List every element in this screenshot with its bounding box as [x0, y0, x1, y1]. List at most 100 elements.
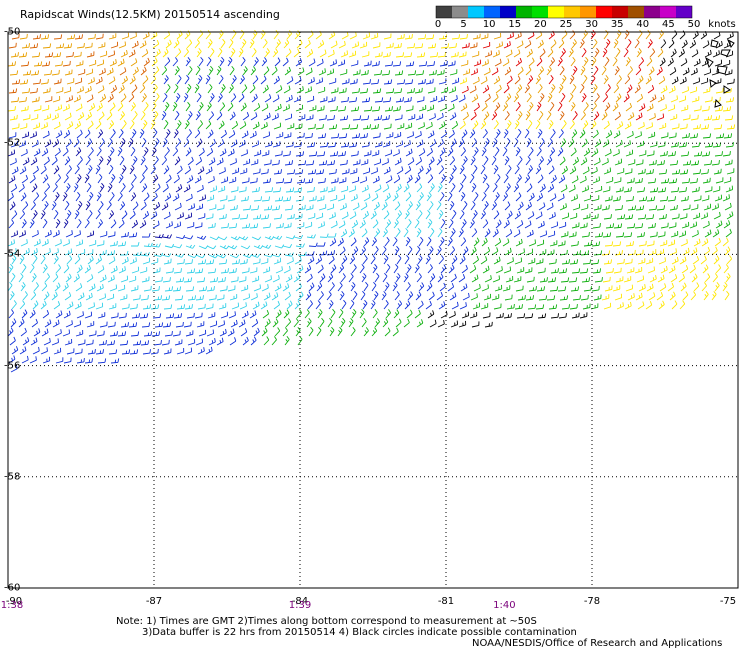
wind-barb [95, 349, 104, 355]
wind-barb [293, 318, 299, 328]
wind-barb [66, 348, 75, 355]
wind-barb [382, 141, 391, 148]
wind-barb [197, 74, 203, 85]
wind-barb [307, 123, 316, 130]
wind-barb [373, 70, 382, 76]
wind-barb [605, 84, 611, 94]
wind-barb [515, 146, 521, 157]
wind-barb [613, 267, 622, 274]
wind-barb [539, 183, 546, 193]
wind-barb [184, 212, 193, 220]
wind-barb [152, 174, 159, 184]
wind-barb [726, 168, 735, 175]
wind-barb [85, 200, 91, 211]
wind-barb [605, 267, 614, 274]
colorbar-segment [436, 6, 452, 18]
wind-barb [220, 223, 229, 229]
wind-barb [107, 231, 116, 238]
wind-barb [570, 194, 578, 202]
wind-barb [197, 347, 205, 355]
wind-barb [261, 244, 272, 249]
wind-barb [429, 52, 439, 58]
wind-barb [329, 105, 338, 112]
wind-barb [635, 205, 645, 211]
wind-barb [473, 237, 480, 247]
wind-barb [327, 142, 337, 148]
wind-barb [65, 138, 72, 148]
wind-barb [84, 85, 92, 94]
wind-barb [109, 102, 116, 112]
wind-barb [714, 194, 723, 202]
wind-barb [249, 84, 256, 94]
wind-barb [417, 34, 427, 40]
wind-barb [526, 48, 533, 58]
wind-barb [440, 264, 447, 274]
wind-barb [704, 49, 712, 58]
wind-barb [470, 68, 478, 76]
wind-barb [417, 78, 426, 85]
wind-barb [197, 120, 204, 130]
wind-barb [8, 42, 17, 49]
wind-barb [722, 281, 728, 292]
wind-barb [319, 49, 327, 58]
wind-barb [381, 70, 391, 76]
wind-barb [319, 317, 325, 328]
wind-barb [21, 88, 30, 94]
wind-barb [352, 290, 358, 301]
wind-barb [616, 214, 626, 220]
wind-barb [264, 94, 272, 103]
wind-barb [317, 40, 325, 49]
wind-barb [348, 317, 354, 328]
wind-barb [307, 300, 313, 310]
wind-barb [371, 193, 379, 202]
wind-barb [415, 156, 423, 166]
wind-barb [11, 123, 20, 130]
wind-barb [272, 187, 282, 193]
wind-barb [469, 311, 478, 319]
wind-barb [495, 219, 502, 229]
wind-barb [7, 61, 16, 67]
wind-barb [549, 147, 556, 157]
wind-barb [249, 130, 257, 139]
wind-barb [77, 69, 86, 76]
wind-barb [702, 177, 711, 184]
wind-barb [275, 266, 283, 274]
wind-barb [395, 183, 402, 193]
wind-barb [271, 205, 281, 211]
wind-barb [341, 124, 351, 130]
wind-barb [206, 56, 212, 67]
wind-barb [330, 308, 336, 319]
longitude-tick-label: -84 [291, 596, 309, 607]
wind-barb [316, 105, 325, 112]
wind-barb [669, 114, 678, 121]
wind-barb [624, 214, 634, 220]
wind-barb [505, 49, 513, 58]
wind-barb [568, 92, 574, 103]
wind-barb [416, 273, 422, 283]
wind-barb [539, 230, 547, 238]
wind-barb [625, 241, 634, 247]
wind-barb [417, 254, 423, 265]
wind-barb [594, 47, 600, 58]
wind-barb [29, 263, 35, 274]
wind-barb [417, 165, 424, 175]
wind-barb [52, 139, 60, 148]
wind-barb [700, 212, 708, 220]
wind-barb [272, 235, 283, 240]
wind-barb [99, 94, 107, 103]
wind-barb [502, 102, 509, 112]
wind-barb [418, 236, 424, 247]
wind-barb [495, 84, 502, 94]
wind-barb [382, 51, 391, 58]
wind-barb [437, 183, 443, 193]
wind-barb [284, 160, 293, 166]
wind-barb [437, 95, 446, 103]
wind-barb [196, 138, 203, 148]
wind-barb [273, 257, 282, 265]
wind-barb [217, 139, 225, 148]
wind-barb [74, 301, 82, 310]
wind-barb [450, 273, 457, 283]
wind-barb [461, 85, 469, 94]
wind-barb [107, 321, 116, 328]
wind-barb [282, 196, 292, 202]
